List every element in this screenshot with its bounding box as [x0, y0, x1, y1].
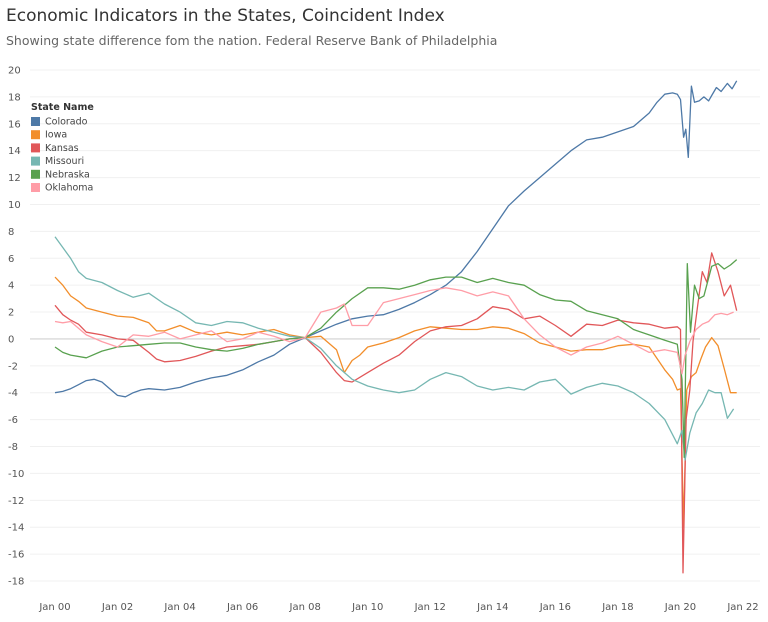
series-lines — [54, 80, 738, 574]
x-tick-label: Jan 08 — [289, 602, 321, 613]
y-tick-label: 12 — [8, 173, 21, 184]
legend: State Name Colorado Iowa Kansas Missouri Nebr… — [31, 102, 94, 194]
legend-swatch-kansas — [31, 143, 40, 153]
y-tick-label: 18 — [8, 92, 21, 103]
x-tick-label: Jan 16 — [539, 602, 571, 613]
series-line-iowa[interactable] — [54, 276, 737, 528]
x-tick-label: Jan 00 — [38, 602, 70, 613]
x-tick-label: Jan 12 — [414, 602, 446, 613]
y-tick-label: 16 — [8, 119, 21, 130]
y-tick-label: -10 — [8, 469, 24, 480]
series-line-nebraska[interactable] — [54, 259, 738, 458]
legend-swatch-oklahoma — [31, 183, 40, 192]
y-tick-label: 20 — [8, 66, 21, 77]
x-axis: Jan 00 Jan 02 Jan 04 Jan 06 Jan 08 Jan 10 Jan … — [38, 602, 758, 613]
chart-title: Economic Indicators in the States, Coinc… — [6, 6, 445, 26]
y-tick-label: -2 — [8, 361, 18, 372]
legend-label-oklahoma[interactable]: Oklahoma — [45, 183, 93, 194]
legend-swatch-missouri — [31, 156, 40, 166]
y-tick-label: 4 — [8, 281, 14, 292]
y-tick-label: 8 — [8, 227, 14, 238]
gridlines — [30, 69, 760, 582]
legend-label-nebraska[interactable]: Nebraska — [45, 169, 90, 180]
y-tick-label: 14 — [8, 146, 21, 157]
y-tick-label: -6 — [8, 415, 18, 426]
legend-title: State Name — [31, 102, 94, 113]
y-tick-label: -14 — [8, 523, 24, 534]
legend-swatch-iowa — [31, 130, 40, 140]
x-tick-label: Jan 04 — [163, 602, 195, 613]
y-tick-label: -4 — [8, 388, 18, 399]
x-tick-label: Jan 10 — [351, 602, 383, 613]
y-tick-label: -16 — [8, 550, 24, 561]
chart-subtitle: Showing state difference fom the nation.… — [6, 33, 498, 48]
x-tick-label: Jan 02 — [101, 602, 133, 613]
x-tick-label: Jan 18 — [601, 602, 633, 613]
x-tick-label: Jan 20 — [664, 602, 696, 613]
series-line-kansas[interactable] — [54, 252, 738, 574]
x-tick-label: Jan 06 — [226, 602, 258, 613]
y-tick-label: -18 — [8, 577, 24, 588]
legend-label-colorado[interactable]: Colorado — [45, 117, 88, 128]
legend-label-kansas[interactable]: Kansas — [45, 143, 79, 154]
x-tick-label: Jan 14 — [476, 602, 508, 613]
series-line-missouri[interactable] — [54, 236, 735, 461]
y-tick-label: 6 — [8, 254, 14, 265]
y-tick-label: 2 — [8, 308, 14, 319]
y-tick-label: 10 — [8, 200, 21, 211]
y-tick-label: 0 — [8, 334, 14, 345]
x-tick-label: Jan 22 — [726, 602, 758, 613]
legend-label-iowa[interactable]: Iowa — [45, 130, 67, 141]
legend-swatch-nebraska — [31, 169, 40, 179]
series-line-oklahoma[interactable] — [54, 287, 734, 375]
y-tick-label: -8 — [8, 442, 18, 453]
y-tick-label: -12 — [8, 496, 24, 507]
legend-swatch-colorado — [31, 117, 40, 126]
legend-label-missouri[interactable]: Missouri — [45, 156, 84, 167]
series-line-colorado[interactable] — [54, 80, 738, 398]
